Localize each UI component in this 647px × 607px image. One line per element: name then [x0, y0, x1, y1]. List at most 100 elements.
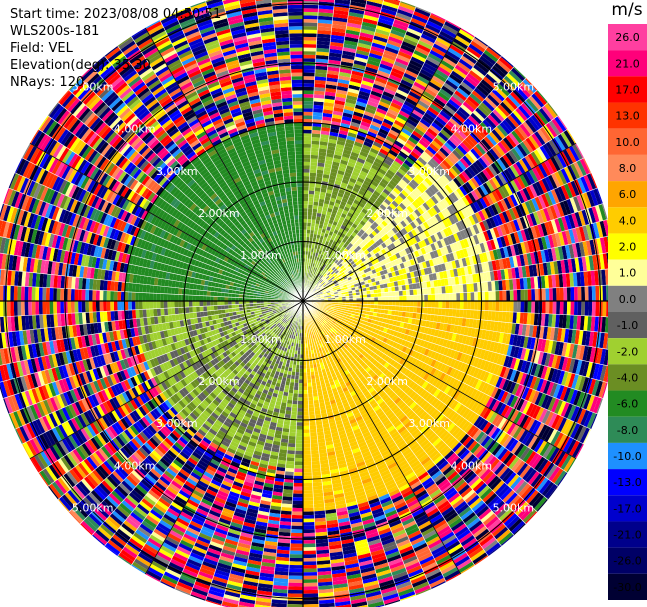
gate [379, 148, 389, 156]
ray [302, 115, 568, 302]
gate [527, 289, 532, 301]
gate [415, 159, 425, 169]
gate [377, 131, 388, 139]
gate [445, 301, 450, 309]
gate [310, 226, 315, 231]
ray [302, 77, 538, 302]
gate [315, 280, 319, 285]
gate [318, 261, 323, 267]
gate [408, 167, 418, 177]
gate [417, 241, 424, 249]
gate [382, 91, 395, 99]
gate [408, 91, 421, 101]
gate [322, 116, 333, 122]
gate [503, 183, 513, 196]
gate [331, 224, 337, 230]
gate [359, 186, 368, 193]
gate [352, 144, 362, 152]
gate [317, 22, 333, 28]
gate [506, 166, 517, 180]
gate [346, 91, 359, 98]
gate [359, 32, 375, 39]
gate [308, 276, 311, 281]
gate [386, 238, 393, 245]
gate [409, 133, 421, 143]
gate [331, 161, 340, 167]
gate [415, 103, 428, 113]
gate [468, 43, 484, 56]
gate [346, 94, 358, 101]
gate [467, 179, 477, 191]
gate [362, 164, 372, 171]
gate [363, 14, 379, 22]
gate [340, 212, 347, 219]
gate [494, 143, 506, 157]
gate [453, 131, 465, 142]
gate [417, 294, 421, 301]
gate [470, 177, 480, 189]
gate [366, 0, 383, 8]
gate [303, 172, 310, 177]
gate [374, 174, 383, 182]
gate [371, 42, 386, 50]
gate [481, 52, 497, 66]
gate [327, 142, 337, 148]
gate [303, 58, 316, 63]
gate [396, 54, 411, 63]
gate [319, 195, 326, 200]
gate [303, 218, 308, 223]
gate [368, 232, 375, 239]
gate [363, 223, 370, 230]
gate [552, 287, 557, 301]
gate [361, 226, 368, 233]
gate [517, 105, 531, 120]
gate [436, 190, 445, 201]
gate [357, 214, 364, 221]
gate [352, 186, 360, 193]
gate [477, 210, 486, 222]
gate [349, 217, 356, 224]
gate [334, 150, 343, 157]
gate [324, 95, 336, 101]
gate [435, 134, 447, 145]
gate [315, 219, 321, 225]
gate [398, 151, 408, 160]
gate [374, 111, 386, 119]
gate [389, 179, 398, 188]
gate [491, 190, 501, 203]
gate [320, 280, 325, 285]
gate [310, 154, 319, 159]
gate [343, 206, 351, 212]
gate [447, 98, 461, 110]
ray-gap [302, 102, 549, 302]
gate [320, 184, 328, 190]
gate [306, 229, 311, 234]
gate [536, 110, 549, 125]
gate [440, 128, 452, 140]
gate [504, 96, 518, 110]
gate [446, 120, 459, 132]
gate [328, 175, 337, 181]
gate [442, 218, 450, 229]
gate [316, 169, 324, 175]
gate [375, 246, 381, 253]
gate [405, 156, 416, 166]
gate [472, 64, 488, 77]
gate [307, 211, 313, 216]
gate [345, 255, 351, 261]
gate [399, 301, 403, 307]
gate [326, 73, 339, 79]
gate [393, 61, 408, 70]
gate [570, 301, 575, 316]
gate [439, 162, 449, 173]
gate [410, 229, 418, 237]
gate [515, 86, 529, 101]
gate [530, 151, 542, 166]
gate [414, 187, 423, 196]
gate [443, 104, 456, 116]
gate [466, 204, 475, 216]
gate [331, 284, 336, 288]
gate [386, 205, 394, 213]
gate [349, 193, 357, 200]
gate [433, 97, 446, 108]
